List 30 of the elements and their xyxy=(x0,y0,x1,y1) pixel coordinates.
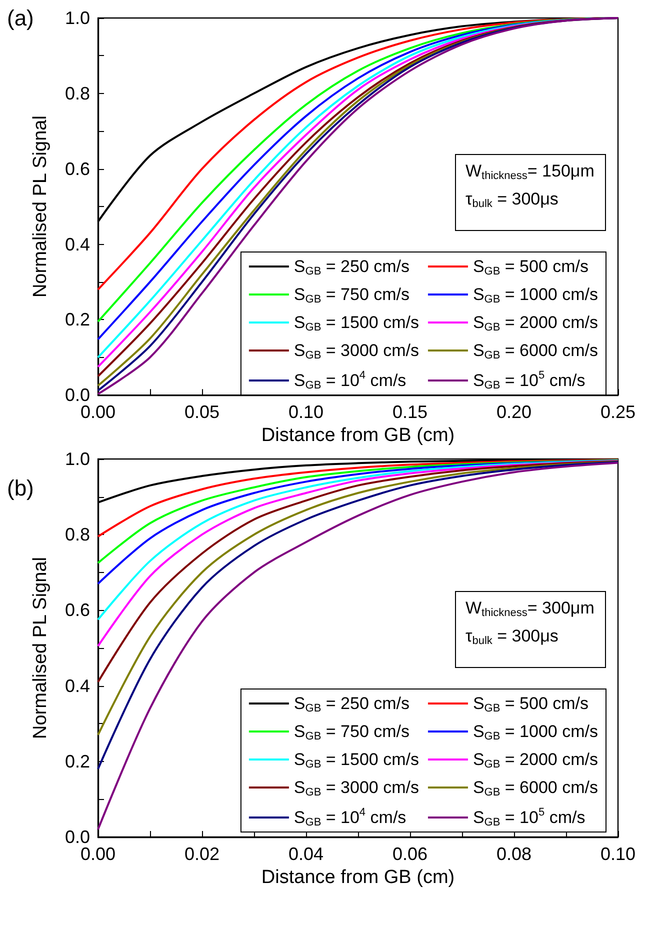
y-axis-title: Normalised PL Signal xyxy=(30,116,51,298)
x-tick-label: 0.15 xyxy=(392,402,428,422)
x-tick-label: 0.08 xyxy=(496,844,532,864)
x-tick-label: 0.20 xyxy=(496,402,532,422)
y-tick-label: 0.2 xyxy=(64,310,90,330)
y-tick-label: 0.6 xyxy=(64,158,90,179)
y-tick-label: 0.8 xyxy=(64,83,90,104)
y-tick-label: 0.4 xyxy=(64,676,90,696)
x-tick-label: 0.04 xyxy=(288,844,324,864)
y-axis-title: Normalised PL Signal xyxy=(30,557,51,739)
x-tick-label: 0.02 xyxy=(184,844,220,864)
y-tick-label: 0.4 xyxy=(64,234,90,254)
x-axis-title: Distance from GB (cm) xyxy=(261,866,455,888)
line-series xyxy=(97,462,619,830)
x-tick-label: 0.25 xyxy=(600,402,636,422)
x-tick-label: 0.06 xyxy=(392,844,428,864)
text: (b) xyxy=(7,476,34,500)
y-tick-label: 0.0 xyxy=(64,827,90,847)
y-tick-label: 1.0 xyxy=(64,8,90,28)
chart-title: (a) xyxy=(7,6,34,30)
x-tick-label: 0.10 xyxy=(288,402,324,422)
x-tick-label: 0.00 xyxy=(80,844,116,864)
line-series xyxy=(97,459,619,564)
x-axis-title: Distance from GB (cm) xyxy=(261,425,455,446)
y-tick-label: 0.2 xyxy=(64,751,90,772)
x-tick-label: 0.05 xyxy=(184,402,220,422)
x-tick-label: 0.10 xyxy=(600,844,636,864)
y-tick-label: 0.8 xyxy=(64,524,90,545)
y-tick-label: 0.6 xyxy=(64,600,90,620)
y-tick-label: 1.0 xyxy=(64,449,90,469)
